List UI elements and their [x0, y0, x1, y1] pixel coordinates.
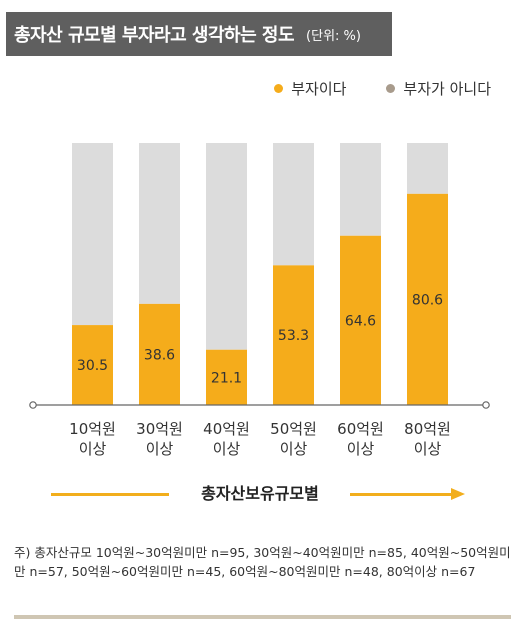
axis-caption-arrow: 총자산보유규모별 — [0, 482, 525, 506]
data-label: 38.6 — [144, 347, 175, 363]
data-label: 64.6 — [345, 313, 376, 329]
legend-label-rich: 부자이다 — [291, 80, 347, 98]
chart-unit: (단위: %) — [306, 28, 361, 44]
arrow-line-right — [350, 493, 454, 496]
footnote: 주) 총자산규모 10억원~30억원미만 n=95, 30억원~40억원미만 n… — [14, 545, 511, 579]
bar-rich — [206, 349, 247, 405]
category-label: 30억원 이상 — [136, 420, 183, 458]
category-label: 50억원 이상 — [270, 420, 317, 458]
chart-title: 총자산 규모별 부자라고 생각하는 정도 — [14, 25, 295, 46]
chart-title-bar: 총자산 규모별 부자라고 생각하는 정도 (단위: %) — [6, 12, 392, 56]
legend-item-not-rich: 부자가 아니다 — [386, 78, 491, 99]
data-label: 21.1 — [211, 370, 242, 386]
legend-item-rich: 부자이다 — [274, 78, 346, 99]
legend: 부자이다 부자가 아니다 — [234, 78, 491, 99]
arrow-head-icon — [451, 488, 465, 500]
category-label: 80억원 이상 — [404, 420, 451, 458]
bar-rich — [340, 235, 381, 405]
bar-not-rich — [206, 143, 247, 350]
bar-rich — [139, 303, 180, 405]
bar-not-rich — [139, 143, 180, 304]
data-label: 80.6 — [412, 292, 443, 308]
data-label: 53.3 — [278, 328, 309, 344]
bar-rich — [407, 193, 448, 405]
category-label: 40억원 이상 — [203, 420, 250, 458]
bar-not-rich — [340, 143, 381, 236]
legend-dot-not-rich — [386, 84, 396, 93]
legend-dot-rich — [274, 84, 284, 93]
arrow-line-left — [51, 493, 169, 496]
bottom-rule — [14, 615, 511, 619]
axis-end-left — [29, 401, 37, 409]
axis-end-right — [482, 401, 490, 409]
category-label: 10억원 이상 — [69, 420, 116, 458]
legend-label-not-rich: 부자가 아니다 — [403, 80, 491, 98]
bar-rich — [273, 265, 314, 405]
bar-not-rich — [407, 143, 448, 194]
bar-rich — [72, 325, 113, 405]
axis-caption: 총자산보유규모별 — [201, 484, 319, 503]
bar-not-rich — [72, 143, 113, 326]
category-label: 60억원 이상 — [337, 420, 384, 458]
data-label: 30.5 — [77, 358, 108, 374]
bar-not-rich — [273, 143, 314, 266]
